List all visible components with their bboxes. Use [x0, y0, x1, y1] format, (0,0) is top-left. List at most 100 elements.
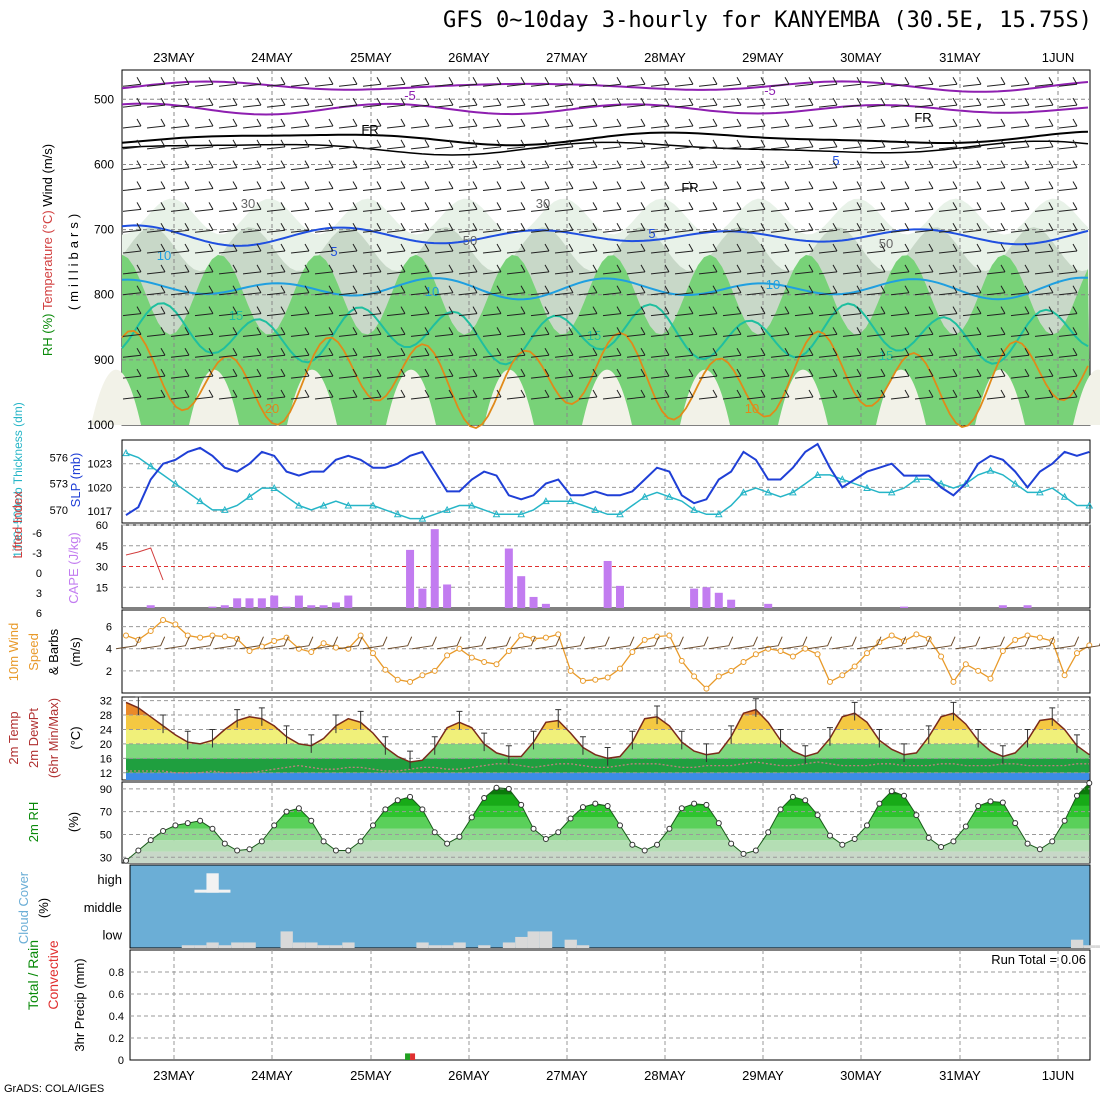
wind-barb: [650, 118, 670, 129]
wind-tick-label: 4: [106, 644, 112, 656]
wind-barb: [194, 285, 214, 296]
wind-barb: [554, 97, 574, 108]
wind-barb: [482, 77, 502, 87]
wind-barb: [938, 77, 958, 87]
cape-bar: [208, 606, 217, 608]
cloud-low-bar: [243, 942, 256, 948]
wind-barb: [362, 368, 382, 379]
wind10-axis-label-a-text: 10m Wind: [6, 623, 21, 682]
wind-barb: [410, 285, 430, 296]
wind-barb: [362, 139, 382, 150]
wind-barb: [986, 118, 1006, 129]
wind-barb: [338, 243, 358, 254]
wind-barb: [698, 202, 718, 212]
wind-barb: [1034, 389, 1054, 400]
temp-contour-10: [121, 276, 1089, 301]
wind-barb: [818, 139, 838, 150]
wind-barb: [698, 348, 718, 358]
wind-barb: [890, 118, 910, 129]
wind-barb: [746, 264, 766, 275]
wind-barb: [482, 389, 502, 400]
minmax-bar: [160, 714, 167, 734]
contour-label: 10: [425, 284, 439, 299]
wind-barb: [674, 202, 694, 212]
wind-barb: [554, 202, 574, 212]
wind-barb: [818, 160, 838, 171]
wind-barb: [122, 160, 142, 171]
date-label-top: 31MAY: [939, 50, 981, 65]
wind-barb: [482, 202, 502, 212]
wind-barb: [770, 139, 790, 150]
upper-air-labels: RH (%) Temperature (°C) Wind (m/s): [40, 144, 55, 356]
wind-barb: [650, 306, 670, 317]
wind-barb: [722, 181, 742, 192]
t2m-axis-label-c-text: (6hr Min/Max): [46, 698, 61, 778]
contour-label: 5: [330, 244, 337, 259]
wind-barb: [746, 389, 766, 400]
wind-barb: [938, 264, 958, 275]
wind-barb: [746, 222, 766, 233]
date-label-top: 23MAY: [153, 50, 195, 65]
wind-barb: [722, 77, 742, 87]
wind10-axis-label-c-text: & Barbs: [46, 628, 61, 675]
wind-barb: [602, 327, 622, 337]
wind-speed-marker: [987, 675, 994, 682]
wind-barb: [506, 327, 526, 337]
freezing-level-a: [121, 130, 1089, 147]
slp-axis-label: SLP (mb): [68, 453, 83, 508]
wind-barb-10m: [239, 636, 264, 650]
wind-speed-marker: [950, 678, 957, 685]
wind-barb: [722, 368, 742, 379]
wind-barb: [386, 202, 406, 212]
wind-barb: [482, 222, 502, 233]
cloud-low-bar: [527, 931, 540, 948]
cape-axis-label-text: CAPE (J/kg): [66, 532, 81, 604]
wind-barb: [914, 202, 934, 212]
thickness-marker: [591, 505, 600, 513]
wind-barb: [362, 160, 382, 171]
wind-barb: [794, 306, 814, 317]
wind-barb: [818, 368, 838, 379]
thickness-marker: [616, 510, 624, 518]
wind-barb: [578, 97, 598, 108]
rh-marker: [987, 798, 994, 805]
wind-tick-label: 6: [106, 622, 112, 634]
wind10-axis-label-b-text: Speed: [26, 633, 41, 671]
wind-barb: [962, 306, 982, 317]
rh-marker: [629, 841, 636, 848]
wind-barb: [842, 139, 862, 150]
wind-barb: [458, 139, 478, 150]
cloud-low-bar: [231, 942, 244, 948]
precip-tick-label: 0: [118, 1055, 124, 1067]
wind-speed-marker: [666, 632, 673, 639]
thickness-marker: [789, 488, 797, 496]
minmax-bar: [604, 747, 611, 766]
thickness-marker: [640, 492, 649, 500]
wind-barb: [842, 181, 862, 192]
wind-barb: [1034, 181, 1054, 192]
thickness-marker: [714, 510, 723, 518]
wind-barb: [578, 222, 598, 233]
wind-barb: [530, 243, 550, 254]
wind-barb: [794, 181, 814, 192]
rh-marker: [332, 847, 339, 854]
li-tick-label: -3: [32, 548, 42, 560]
rh-marker: [579, 804, 586, 811]
wind-barb: [578, 389, 598, 400]
wind-barb: [434, 202, 454, 212]
wind-barb: [794, 118, 814, 129]
rh-marker: [431, 829, 438, 836]
cloud-low-bar: [181, 945, 195, 948]
wind-barb: [122, 77, 142, 87]
wind-barb: [986, 243, 1006, 254]
rh-marker: [567, 815, 574, 822]
wind-barb: [866, 202, 886, 212]
wind-barb: [194, 306, 214, 317]
rh-marker: [135, 847, 142, 854]
contour-label: 5: [648, 226, 655, 241]
wind-barb-10m: [832, 636, 857, 650]
wind-barb: [890, 243, 910, 254]
wind-barb: [698, 285, 718, 296]
thickness-marker: [369, 501, 377, 509]
cape-tick-label: 45: [96, 541, 108, 553]
